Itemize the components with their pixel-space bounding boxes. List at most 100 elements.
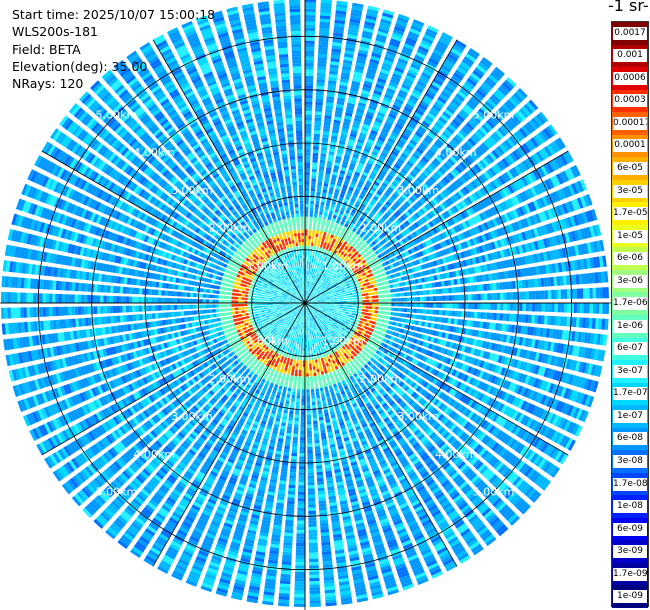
- ray-gate: [305, 88, 313, 92]
- ray-gate: [311, 289, 315, 293]
- ray-gate: [328, 213, 333, 218]
- ray-gate: [426, 112, 436, 120]
- ray-gate: [359, 299, 363, 303]
- ray-gate: [307, 251, 310, 256]
- ray-gate: [333, 29, 344, 34]
- ray-gate: [358, 46, 369, 52]
- ray-gate: [402, 286, 407, 292]
- ray-gate: [354, 65, 365, 71]
- ray-gate: [392, 166, 399, 173]
- ray-gate: [317, 220, 322, 225]
- ray-gate: [345, 175, 352, 180]
- ray-gate: [319, 283, 322, 287]
- ray-gate: [330, 255, 334, 260]
- ray-gate: [442, 61, 453, 70]
- ray-gate: [310, 194, 315, 198]
- ray-gate: [324, 115, 332, 120]
- ray-gate: [370, 313, 375, 317]
- ray-gate: [336, 152, 343, 158]
- ray-gate: [305, 223, 308, 227]
- ray-gate: [381, 294, 385, 298]
- ray-gate: [399, 287, 404, 292]
- ray-gate: [395, 283, 400, 288]
- ray-gate: [359, 43, 370, 49]
- ray-gate: [343, 157, 350, 163]
- ray-gate: [324, 118, 332, 123]
- ray-gate: [433, 101, 444, 110]
- ray-gate: [381, 303, 385, 306]
- ray-gate: [360, 314, 365, 318]
- ray-gate: [305, 178, 310, 182]
- ray-gate: [413, 111, 423, 119]
- ray-gate: [374, 86, 384, 93]
- ray-gate: [385, 201, 392, 207]
- ray-gate: [346, 192, 352, 198]
- ray-gate: [309, 216, 313, 221]
- ray-gate: [311, 236, 315, 240]
- ray-gate: [325, 268, 329, 272]
- ray-gate: [355, 200, 362, 206]
- ray-gate: [315, 197, 320, 202]
- ray-gate: [327, 83, 337, 88]
- ray-gate: [450, 318, 455, 325]
- ray-gate: [305, 18, 316, 22]
- ray-gate: [528, 291, 533, 300]
- ray-gate: [348, 136, 356, 141]
- ray-gate: [381, 206, 388, 212]
- ray-gate: [305, 40, 315, 44]
- ray-gate: [323, 242, 327, 246]
- ray-gate: [411, 60, 422, 68]
- ray-gate: [383, 124, 391, 131]
- ray-gate: [430, 107, 440, 115]
- ray-gate: [377, 30, 388, 37]
- ray-gate: [596, 303, 600, 314]
- ray-gate: [311, 184, 316, 189]
- ray-gate: [315, 104, 323, 109]
- ray-gate: [357, 314, 362, 318]
- ray-gate: [330, 138, 338, 143]
- ray-gate: [394, 307, 398, 312]
- ray-gate: [307, 298, 310, 301]
- ray-gate: [364, 289, 369, 293]
- ray-gate: [344, 112, 353, 117]
- ray-gate: [319, 231, 323, 235]
- ray-gate: [423, 34, 435, 42]
- ray-gate: [377, 175, 384, 182]
- ray-gate: [320, 201, 325, 206]
- ray-gate: [313, 259, 316, 263]
- ray-gate: [338, 253, 343, 258]
- ray-gate: [351, 156, 358, 162]
- ray-gate: [444, 108, 454, 117]
- ray-gate: [441, 64, 452, 73]
- ray-gate: [431, 143, 440, 152]
- ray-gate: [377, 136, 386, 143]
- ray-gate: [339, 306, 344, 309]
- ray-gate: [468, 303, 472, 310]
- ray-gate: [380, 151, 388, 158]
- ray-gate: [329, 266, 333, 271]
- ray-gate: [353, 233, 359, 238]
- ray-gate: [453, 42, 465, 51]
- ray-gate: [406, 72, 417, 79]
- ray-gate: [325, 246, 329, 251]
- ray-gate: [319, 21, 331, 26]
- ray-gate: [371, 168, 379, 175]
- ray-gate: [340, 78, 349, 84]
- ray-gate: [362, 296, 366, 300]
- ray-gate: [317, 303, 321, 305]
- ray-gate: [429, 309, 433, 315]
- ray-gate: [316, 191, 321, 196]
- ray-gate: [308, 281, 311, 285]
- ray-gate: [322, 234, 326, 239]
- ray-gate: [331, 174, 337, 179]
- ray-gate: [313, 220, 317, 224]
- ray-gate: [337, 289, 342, 292]
- ray-gate: [400, 297, 405, 302]
- ray-gate: [349, 284, 354, 288]
- ray-gate: [440, 34, 452, 43]
- ray-gate: [573, 303, 577, 313]
- ray-gate: [474, 67, 485, 77]
- ray-gate: [531, 290, 536, 300]
- ray-gate: [394, 98, 404, 105]
- ray-gate: [314, 114, 322, 119]
